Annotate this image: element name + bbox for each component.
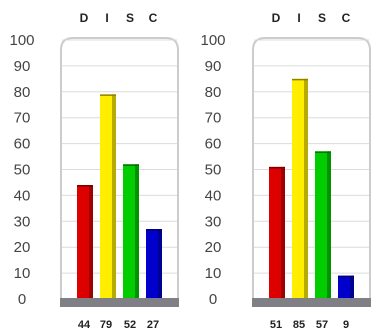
chart-2-category-d: D: [272, 11, 281, 25]
chart-2-value-label-d: 51: [270, 319, 282, 330]
chart-2-y-tick-label: 50: [205, 162, 222, 179]
chart-1-category-c: C: [149, 11, 158, 25]
chart-1-base: [60, 298, 179, 307]
chart-1-category-d: D: [80, 11, 89, 25]
chart-1-y-tick-label: 80: [14, 84, 31, 101]
chart-2-y-tick-label: 30: [205, 213, 222, 230]
chart-2-y-tick-label: 60: [205, 136, 222, 153]
chart-2-value-label-i: 85: [293, 319, 305, 330]
chart-1-y-tick-label: 90: [14, 58, 31, 75]
chart-1-value-label-i: 79: [100, 319, 112, 330]
chart-1-bar-i-shade: [112, 94, 116, 299]
chart-2-y-tick-label: 10: [205, 265, 222, 282]
chart-2-bar-d-top: [269, 166, 285, 169]
chart-1-bar-d-top: [77, 185, 93, 187]
chart-1-y-tick-label: 20: [14, 239, 31, 256]
chart-1-y-tick-label: 40: [14, 187, 31, 204]
chart-1-bar-s-shade: [135, 164, 139, 299]
chart-2-bar-i-top: [292, 78, 308, 81]
chart-2-category-c: C: [342, 11, 351, 25]
chart-1-category-i: I: [105, 11, 108, 25]
chart-2-bar-s-shade: [327, 151, 331, 299]
chart-1-bar-i-top: [100, 94, 116, 96]
chart-2-value-label-s: 57: [316, 319, 328, 330]
chart-1-value-label-s: 52: [124, 319, 136, 330]
chart-2-frame: [252, 37, 371, 298]
chart-1-bar-c-shade: [158, 229, 162, 299]
chart-1-value-label-d: 44: [78, 319, 91, 330]
chart-1-y-tick-label: 30: [14, 213, 31, 230]
chart-1-y-tick-label: 0: [18, 291, 26, 308]
chart-2-value-label-c: 9: [343, 319, 349, 330]
chart-1-y-tick-label: 100: [9, 32, 34, 49]
chart-2-bar-c-shade: [350, 275, 354, 299]
chart-2-bar-d-shade: [281, 166, 285, 299]
chart-2-bar-s-top: [315, 151, 331, 153]
chart-1-bar-d-shade: [89, 185, 93, 299]
chart-1-frame: [60, 37, 179, 298]
chart-1-y-tick-label: 60: [14, 136, 31, 153]
chart-1-bar-c-top: [146, 229, 162, 231]
chart-2-bar-c-top: [338, 275, 354, 278]
chart-2-y-tick-label: 20: [205, 239, 222, 256]
chart-1-y-tick-label: 50: [14, 162, 31, 179]
chart-2-y-tick-label: 70: [205, 110, 222, 127]
chart-2-y-tick-label: 0: [209, 291, 217, 308]
chart-2-y-tick-label: 100: [200, 32, 225, 49]
chart-1-category-s: S: [126, 11, 134, 25]
chart-2-category-i: I: [297, 11, 300, 25]
chart-2-y-tick-label: 40: [205, 187, 222, 204]
chart-2-bar-i-shade: [304, 78, 308, 299]
chart-2-y-tick-label: 90: [205, 58, 222, 75]
chart-2-y-tick-label: 80: [205, 84, 222, 101]
chart-2-base: [252, 298, 371, 307]
chart-1-y-tick-label: 70: [14, 110, 31, 127]
chart-1-value-label-c: 27: [147, 319, 159, 330]
chart-2-category-s: S: [318, 11, 326, 25]
chart-1-y-tick-label: 10: [14, 265, 31, 282]
chart-1-bar-s-top: [123, 164, 139, 166]
